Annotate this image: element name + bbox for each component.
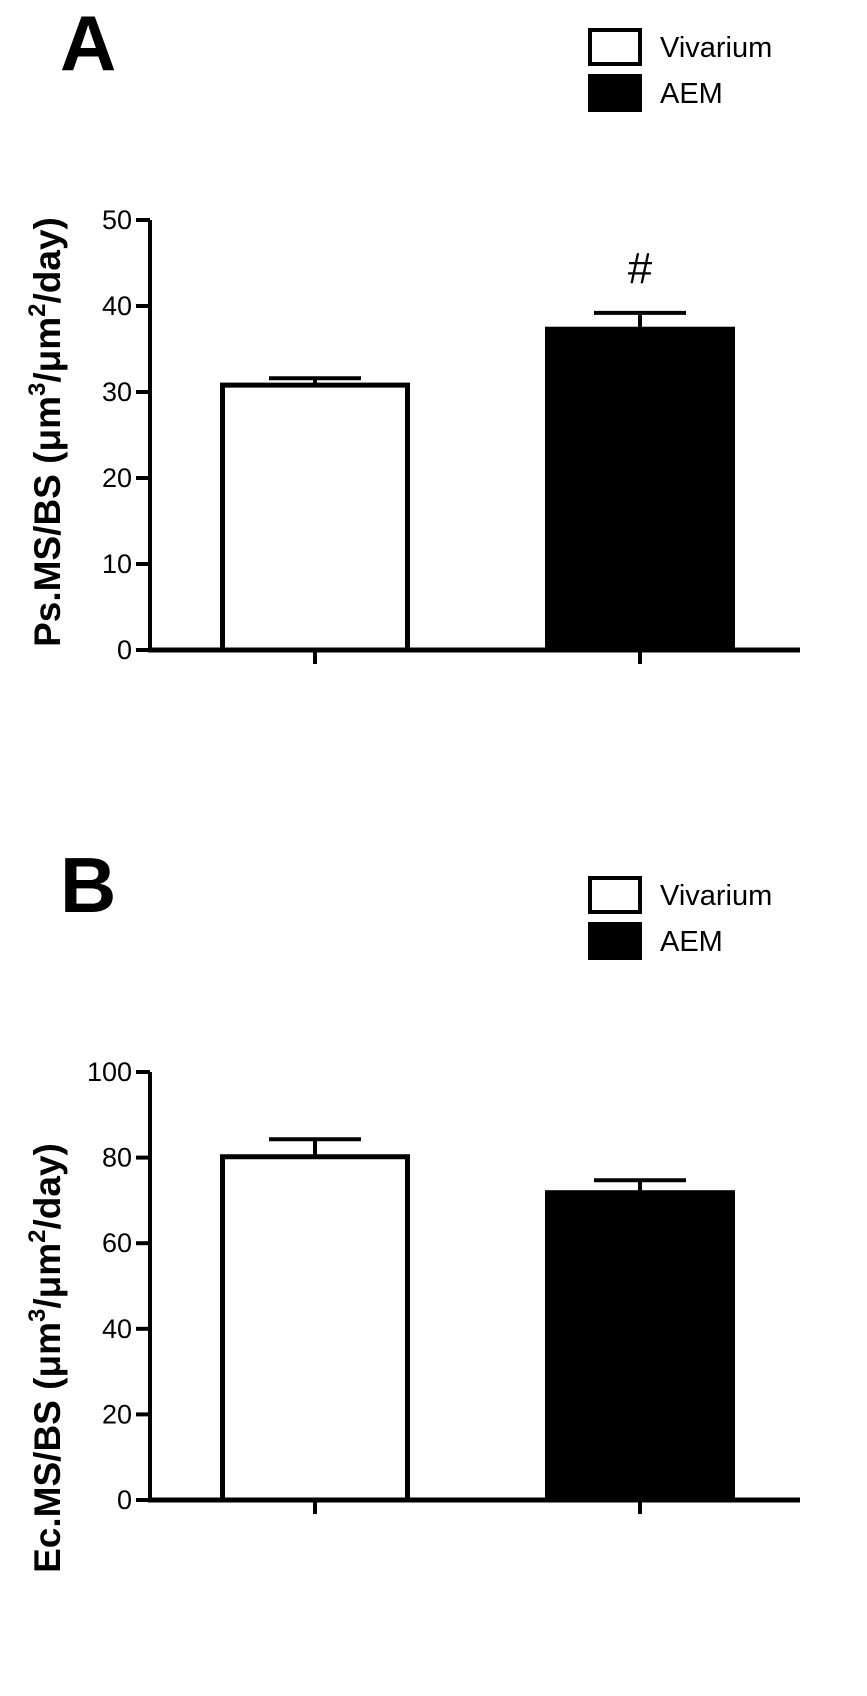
panel-a-ylabel-sup-2: 2	[24, 303, 51, 316]
panel-b-legend: Vivarium AEM	[588, 876, 772, 960]
panel-a: A Vivarium AEM Ps.MS/BS (μm3/μm2/day) #0…	[24, 0, 800, 665]
panel-b-ylabel-part-1: Ec.MS/BS (μm	[27, 1322, 68, 1573]
panel-b-label: B	[60, 841, 116, 929]
panel-b-bar-vivarium	[220, 1154, 410, 1503]
panel-b-legend-swatch-aem	[588, 922, 642, 960]
panel-a-plot-area: #0 10 20 30 40 50	[102, 205, 800, 665]
panel-b-y-axis-label: Ec.MS/BS (μm3/μm2/day)	[24, 1143, 68, 1573]
panel-b-legend-label-vivarium: Vivarium	[660, 880, 772, 912]
panel-a-error-bar-aem	[594, 310, 686, 330]
panel-b-plot-area: 0 20 40 60 80 100	[87, 1057, 800, 1515]
panel-b-y-tick-label-0: 0	[117, 1485, 132, 1515]
panel-a-legend: Vivarium AEM	[588, 28, 772, 112]
panel-a-y-tick-label-2: 20	[102, 463, 132, 493]
panel-a-legend-label-vivarium: Vivarium	[660, 32, 772, 64]
panel-b-legend-label-aem: AEM	[660, 926, 723, 958]
panel-b-y-tick-label-1: 20	[102, 1399, 132, 1429]
panel-a-legend-label-aem: AEM	[660, 78, 723, 110]
panel-b-legend-swatch-vivarium	[588, 876, 642, 914]
panel-a-y-tick-label-1: 10	[102, 549, 132, 579]
panel-a-y-tick-label-4: 40	[102, 291, 132, 321]
panel-a-label: A	[60, 0, 116, 87]
panel-a-ylabel-part-1: Ps.MS/BS (μm	[27, 396, 68, 647]
panel-b: B Vivarium AEM Ec.MS/BS (μm3/μm2/day) 0 2…	[24, 841, 800, 1573]
panel-a-error-bar-vivarium	[269, 376, 361, 386]
panel-b-ylabel-part-2: /μm	[27, 1243, 68, 1309]
panel-a-ylabel-sup-1: 3	[24, 383, 51, 396]
panel-a-ylabel-part-2: /μm	[27, 317, 68, 383]
panel-b-y-tick-label-5: 100	[87, 1057, 132, 1087]
panel-a-legend-swatch-vivarium	[588, 28, 642, 66]
panel-b-ylabel-sup-1: 3	[24, 1309, 51, 1322]
panel-b-y-tick-label-2: 40	[102, 1314, 132, 1344]
panel-b-y-tick-label-4: 80	[102, 1143, 132, 1173]
panel-a-y-tick-label-5: 50	[102, 205, 132, 235]
panel-a-legend-swatch-aem	[588, 74, 642, 112]
panel-b-bar-aem	[545, 1190, 735, 1503]
panel-b-ylabel-part-3: /day)	[27, 1143, 68, 1229]
panel-a-ylabel-part-3: /day)	[27, 217, 68, 303]
panel-b-ylabel-sup-2: 2	[24, 1229, 51, 1242]
panel-a-y-axis-label: Ps.MS/BS (μm3/μm2/day)	[24, 217, 68, 647]
panel-a-bar-vivarium	[220, 382, 410, 653]
panel-b-error-bar-aem	[594, 1178, 686, 1193]
panel-a-y-tick-label-3: 30	[102, 377, 132, 407]
panel-a-annotation-0: #	[628, 244, 653, 293]
panel-b-y-tick-label-3: 60	[102, 1228, 132, 1258]
panel-a-bar-aem	[545, 326, 735, 653]
panel-a-y-tick-label-0: 0	[117, 635, 132, 665]
panel-b-error-bar-vivarium	[269, 1137, 361, 1157]
